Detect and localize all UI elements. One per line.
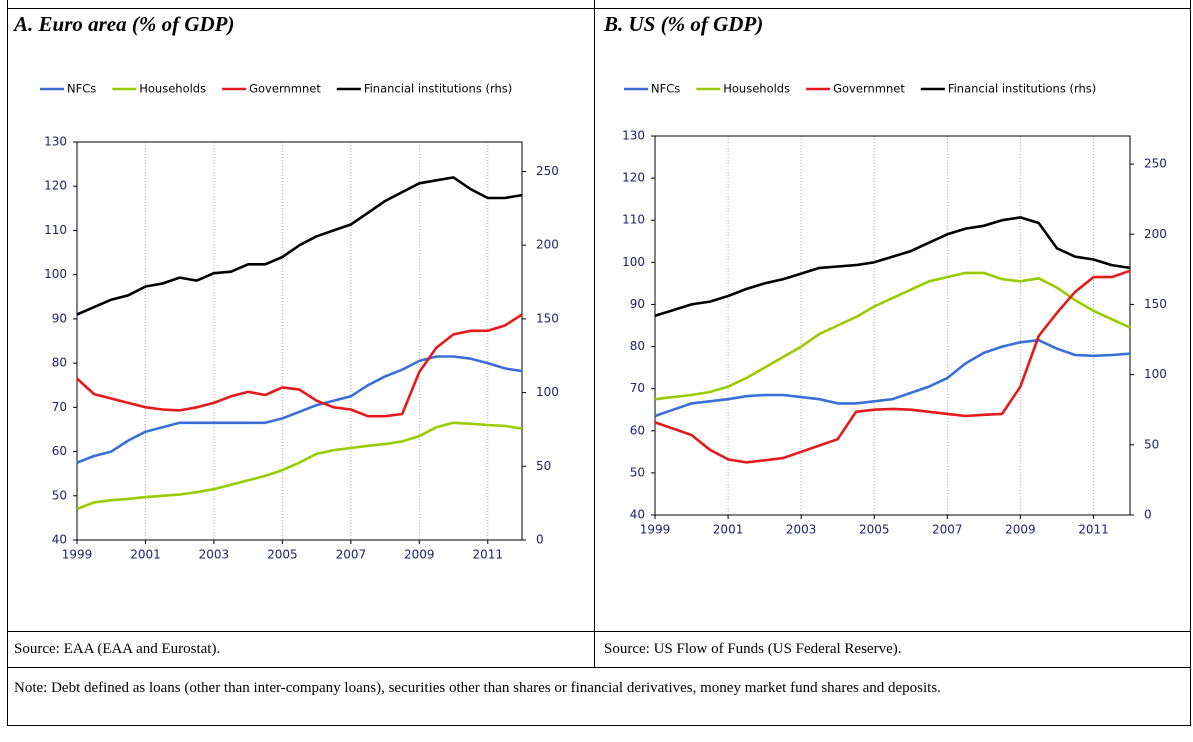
x-tick-label: 1999 bbox=[640, 523, 671, 537]
y2-tick-label: 150 bbox=[536, 311, 559, 325]
y2-tick-label: 100 bbox=[1144, 367, 1167, 381]
x-tick-label: 2011 bbox=[1078, 523, 1109, 537]
x-tick-label: 2007 bbox=[932, 523, 963, 537]
x-tick-label: 2009 bbox=[1005, 523, 1036, 537]
border bbox=[594, 0, 595, 668]
legend-label: Governmnet bbox=[249, 82, 321, 96]
x-tick-label: 2001 bbox=[130, 548, 161, 562]
y-tick-label: 50 bbox=[630, 465, 645, 479]
y-tick-label: 130 bbox=[622, 129, 645, 143]
x-tick-label: 2001 bbox=[713, 523, 744, 537]
x-tick-label: 1999 bbox=[62, 548, 93, 562]
legend-label: Financial institutions (rhs) bbox=[948, 82, 1096, 96]
x-tick-label: 2007 bbox=[336, 548, 367, 562]
series-line bbox=[76, 421, 523, 511]
y-tick-label: 120 bbox=[44, 179, 67, 193]
y-tick-label: 100 bbox=[44, 267, 67, 281]
legend-label: Financial institutions (rhs) bbox=[364, 82, 512, 96]
x-tick-label: 2005 bbox=[859, 523, 890, 537]
y2-tick-label: 100 bbox=[536, 385, 559, 399]
series-line bbox=[654, 269, 1131, 464]
border bbox=[7, 725, 1191, 726]
series-line bbox=[76, 313, 523, 418]
y2-tick-label: 200 bbox=[1144, 227, 1167, 241]
border bbox=[7, 8, 1191, 9]
y-tick-label: 70 bbox=[52, 400, 67, 414]
y-tick-label: 90 bbox=[630, 297, 645, 311]
y-tick-label: 120 bbox=[622, 171, 645, 185]
x-tick-label: 2003 bbox=[199, 548, 230, 562]
y2-tick-label: 50 bbox=[1144, 437, 1159, 451]
series-line bbox=[654, 271, 1131, 401]
border bbox=[7, 667, 1191, 668]
y2-tick-label: 150 bbox=[1144, 297, 1167, 311]
legend-label: Governmnet bbox=[833, 82, 905, 96]
border bbox=[1190, 0, 1191, 726]
y-tick-label: 70 bbox=[630, 381, 645, 395]
x-tick-label: 2011 bbox=[472, 548, 503, 562]
y-tick-label: 90 bbox=[52, 311, 67, 325]
note: Note: Debt defined as loans (other than … bbox=[14, 680, 941, 696]
x-tick-label: 2009 bbox=[404, 548, 435, 562]
y2-tick-label: 250 bbox=[536, 164, 559, 178]
series-line bbox=[76, 355, 523, 464]
y-tick-label: 40 bbox=[630, 508, 645, 522]
plot-frame bbox=[76, 141, 523, 541]
y-tick-label: 110 bbox=[622, 213, 645, 227]
x-tick-label: 2005 bbox=[267, 548, 298, 562]
y-tick-label: 80 bbox=[52, 356, 67, 370]
legend-label: NFCs bbox=[67, 82, 96, 96]
legend-label: Households bbox=[723, 82, 790, 96]
y-tick-label: 80 bbox=[630, 339, 645, 353]
y2-tick-label: 0 bbox=[536, 533, 544, 547]
y-tick-label: 100 bbox=[622, 255, 645, 269]
series-line bbox=[654, 216, 1131, 317]
series-line bbox=[654, 338, 1131, 418]
y-tick-label: 40 bbox=[52, 533, 67, 547]
y-tick-label: 130 bbox=[44, 135, 67, 149]
border bbox=[7, 631, 1191, 632]
y2-tick-label: 50 bbox=[536, 459, 551, 473]
y-tick-label: 110 bbox=[44, 223, 67, 237]
plot-frame bbox=[654, 135, 1131, 516]
x-tick-label: 2003 bbox=[786, 523, 817, 537]
y-tick-label: 60 bbox=[52, 444, 67, 458]
source: Source: US Flow of Funds (US Federal Res… bbox=[604, 641, 902, 657]
source: Source: EAA (EAA and Eurostat). bbox=[14, 641, 221, 657]
y2-tick-label: 200 bbox=[536, 238, 559, 252]
y2-tick-label: 250 bbox=[1144, 157, 1167, 171]
y-tick-label: 50 bbox=[52, 488, 67, 502]
y2-tick-label: 0 bbox=[1144, 508, 1152, 522]
panel-title: B. US (% of GDP) bbox=[604, 12, 764, 36]
y-tick-label: 60 bbox=[630, 423, 645, 437]
border bbox=[7, 0, 8, 726]
panel-title: A. Euro area (% of GDP) bbox=[14, 12, 235, 36]
chart: 1999 2001 2003 2005 2007 2009 2011 40 50 60 70 80 90… bbox=[622, 82, 1167, 537]
legend-label: NFCs bbox=[651, 82, 680, 96]
series-line bbox=[76, 176, 523, 316]
chart: 1999 2001 2003 2005 2007 2009 2011 40 50 60 70 80 90… bbox=[40, 82, 559, 562]
legend-label: Households bbox=[139, 82, 206, 96]
